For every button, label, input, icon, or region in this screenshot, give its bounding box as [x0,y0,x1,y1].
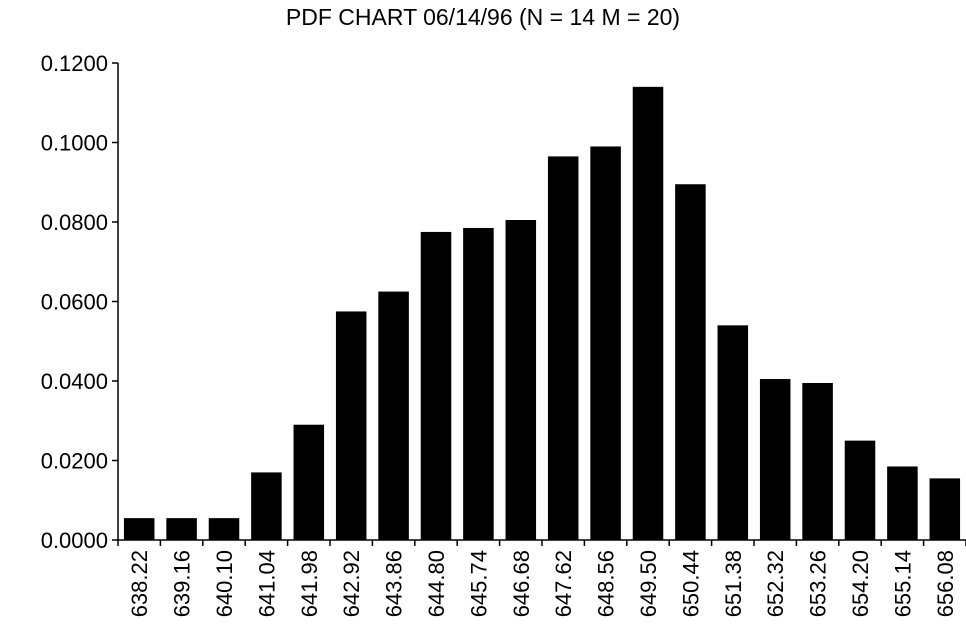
y-tick-label: 0.0800 [41,210,108,235]
bar [547,156,579,540]
chart-title: PDF CHART 06/14/96 (N = 14 M = 20) [285,4,681,30]
bar [123,518,155,540]
x-tick-label: 656.08 [933,550,958,617]
bar [251,472,282,540]
x-tick-label: 648.56 [594,550,619,617]
bar [420,231,452,540]
bar [929,478,961,540]
y-tick-label: 0.0200 [41,449,108,474]
bar [463,227,494,540]
x-tick-label: 647.62 [551,550,576,617]
x-tick-label: 654.20 [848,550,873,617]
x-tick-label: 641.04 [254,550,279,617]
x-tick-label: 643.86 [382,550,407,617]
bar [166,518,197,540]
bar [293,424,325,540]
bar [335,311,367,540]
x-tick-label: 639.16 [170,550,195,617]
bar [675,184,706,541]
bars [123,86,961,541]
x-tick-label: 645.74 [466,550,491,617]
x-tick-label: 646.68 [509,550,534,617]
bar [632,86,664,540]
x-tick-label: 655.14 [890,550,915,617]
x-tick-label: 653.26 [806,550,831,617]
bar [208,518,240,540]
y-tick-label: 0.1200 [41,51,108,76]
x-axis: 638.22 639.16 640.10 641.04 641.98 642.92 643.… [117,539,966,617]
x-tick-label: 651.38 [721,550,746,617]
bar [505,220,537,540]
x-tick-label: 641.98 [297,550,322,617]
bar [590,146,621,540]
bar [378,291,409,540]
x-tick-label: 638.22 [127,550,152,617]
y-axis: 0.0000 0.0200 0.0400 0.0600 0.0800 0.1000 0.12… [41,51,119,553]
x-tick-label: 652.32 [763,550,788,617]
x-tick-label: 642.92 [339,550,364,617]
bar [759,379,791,540]
bar [887,466,918,540]
y-tick-label: 0.0600 [41,290,108,315]
y-tick-label: 0.0400 [41,369,108,394]
bar [802,382,833,540]
bar [844,440,876,540]
y-tick-label: 0.1000 [41,131,108,156]
y-tick-label: 0.0000 [41,528,108,553]
bar [717,325,749,540]
x-tick-label: 650.44 [678,550,703,617]
x-tick-label: 649.50 [636,550,661,617]
x-tick-label: 640.10 [212,550,237,617]
x-tick-label: 644.80 [424,550,449,617]
